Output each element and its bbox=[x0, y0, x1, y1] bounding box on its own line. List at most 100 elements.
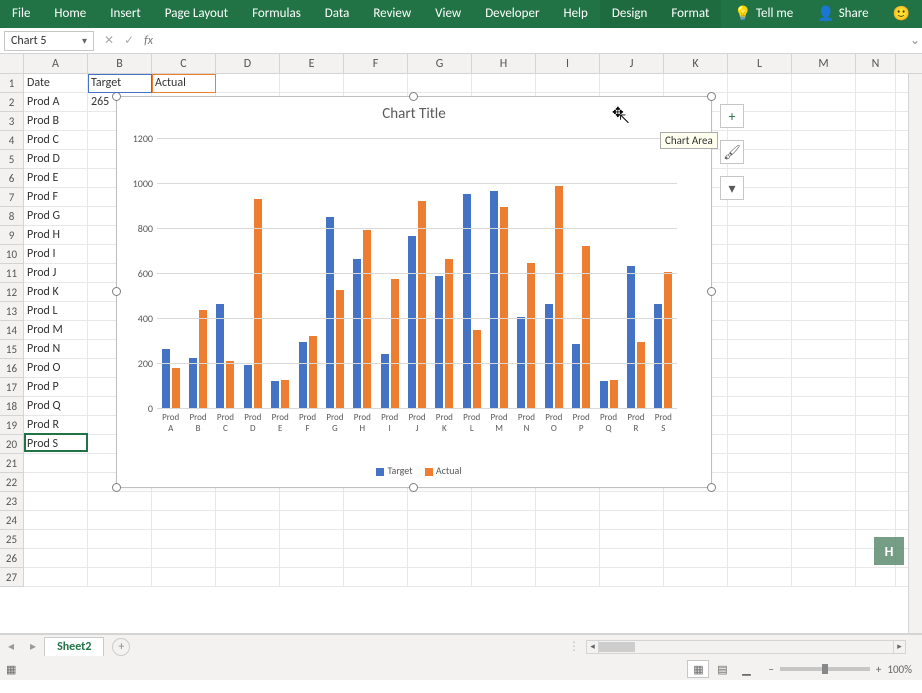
row-header[interactable]: 8 bbox=[0, 207, 24, 226]
ribbon-tab-page-layout[interactable]: Page Layout bbox=[153, 0, 240, 28]
cell[interactable] bbox=[856, 93, 896, 111]
column-header[interactable]: D bbox=[216, 54, 280, 73]
row-header[interactable]: 2 bbox=[0, 93, 24, 112]
cell[interactable] bbox=[408, 511, 472, 529]
cell[interactable] bbox=[856, 283, 896, 301]
cell[interactable] bbox=[792, 454, 856, 472]
ribbon-tab-insert[interactable]: Insert bbox=[98, 0, 153, 28]
row-header[interactable]: 27 bbox=[0, 568, 24, 587]
chart-filters-button[interactable]: ▾ bbox=[720, 176, 744, 200]
cell[interactable] bbox=[856, 112, 896, 130]
cell[interactable] bbox=[536, 511, 600, 529]
cell[interactable]: Prod A bbox=[24, 93, 88, 111]
cell[interactable] bbox=[792, 340, 856, 358]
chevron-down-icon[interactable]: ▾ bbox=[82, 34, 87, 47]
ribbon-tab-developer[interactable]: Developer bbox=[473, 0, 551, 28]
row-header[interactable]: 25 bbox=[0, 530, 24, 549]
chart-bar[interactable] bbox=[216, 304, 224, 409]
chart-bar[interactable] bbox=[254, 199, 262, 409]
cell[interactable] bbox=[792, 435, 856, 453]
chart-bar[interactable] bbox=[545, 304, 553, 409]
resize-handle[interactable] bbox=[409, 483, 418, 492]
chart-bar[interactable] bbox=[445, 259, 453, 409]
cell[interactable] bbox=[792, 93, 856, 111]
column-header[interactable]: F bbox=[344, 54, 408, 73]
cell[interactable] bbox=[408, 568, 472, 586]
cell[interactable] bbox=[728, 511, 792, 529]
cell[interactable] bbox=[24, 473, 88, 491]
row-header[interactable]: 3 bbox=[0, 112, 24, 131]
zoom-out-button[interactable]: − bbox=[768, 663, 773, 676]
chart-title[interactable]: Chart Title bbox=[117, 97, 711, 127]
cell[interactable] bbox=[728, 340, 792, 358]
cell[interactable]: Prod S bbox=[24, 435, 88, 453]
cell[interactable] bbox=[280, 568, 344, 586]
cell[interactable] bbox=[600, 492, 664, 510]
column-header[interactable]: I bbox=[536, 54, 600, 73]
horizontal-scrollbar[interactable]: ◂ ▸ bbox=[586, 640, 906, 654]
chart-bar[interactable] bbox=[162, 349, 170, 409]
cell[interactable] bbox=[856, 359, 896, 377]
cell[interactable] bbox=[472, 492, 536, 510]
column-header[interactable]: L bbox=[728, 54, 792, 73]
cell[interactable] bbox=[88, 511, 152, 529]
cell[interactable] bbox=[24, 568, 88, 586]
cell[interactable] bbox=[856, 340, 896, 358]
cell[interactable] bbox=[792, 473, 856, 491]
cell[interactable] bbox=[728, 549, 792, 567]
cell[interactable] bbox=[408, 492, 472, 510]
cell[interactable] bbox=[792, 359, 856, 377]
cell[interactable]: Prod E bbox=[24, 169, 88, 187]
cell[interactable]: Actual bbox=[152, 74, 216, 92]
chart-bar[interactable] bbox=[527, 263, 535, 409]
zoom-slider[interactable] bbox=[780, 667, 870, 671]
cell[interactable] bbox=[472, 74, 536, 92]
cell[interactable] bbox=[472, 568, 536, 586]
cell[interactable] bbox=[792, 492, 856, 510]
cell[interactable] bbox=[536, 568, 600, 586]
cell[interactable] bbox=[792, 150, 856, 168]
cell[interactable] bbox=[792, 549, 856, 567]
column-header[interactable]: C bbox=[152, 54, 216, 73]
ribbon-tab-home[interactable]: Home bbox=[42, 0, 98, 28]
cell[interactable]: Prod F bbox=[24, 188, 88, 206]
cell[interactable] bbox=[856, 416, 896, 434]
cell[interactable] bbox=[856, 378, 896, 396]
row-header[interactable]: 13 bbox=[0, 302, 24, 321]
row-header[interactable]: 21 bbox=[0, 454, 24, 473]
cell[interactable] bbox=[664, 74, 728, 92]
name-box[interactable]: Chart 5▾ bbox=[4, 31, 94, 51]
cell[interactable]: Prod M bbox=[24, 321, 88, 339]
resize-handle[interactable] bbox=[707, 92, 716, 101]
cell[interactable] bbox=[216, 492, 280, 510]
chart-bar[interactable] bbox=[463, 194, 471, 409]
row-header[interactable]: 9 bbox=[0, 226, 24, 245]
cell[interactable] bbox=[792, 302, 856, 320]
cell[interactable] bbox=[24, 492, 88, 510]
row-header[interactable]: 14 bbox=[0, 321, 24, 340]
cell[interactable] bbox=[856, 397, 896, 415]
resize-handle[interactable] bbox=[707, 483, 716, 492]
record-macro-icon[interactable]: ▦ bbox=[0, 663, 22, 676]
formula-bar-expand-icon[interactable]: ⌄ bbox=[908, 33, 922, 48]
chart-bar[interactable] bbox=[353, 259, 361, 409]
chart-bar[interactable] bbox=[408, 236, 416, 409]
cell[interactable] bbox=[856, 245, 896, 263]
cell[interactable] bbox=[88, 549, 152, 567]
chart-bar[interactable] bbox=[172, 368, 180, 409]
cell[interactable] bbox=[792, 112, 856, 130]
cell[interactable] bbox=[728, 283, 792, 301]
cell[interactable] bbox=[664, 530, 728, 548]
ribbon-tab-review[interactable]: Review bbox=[361, 0, 423, 28]
chart-bar[interactable] bbox=[363, 230, 371, 409]
chart-bar[interactable] bbox=[572, 344, 580, 409]
cell[interactable]: Prod J bbox=[24, 264, 88, 282]
cell[interactable] bbox=[792, 264, 856, 282]
resize-handle[interactable] bbox=[409, 92, 418, 101]
cell[interactable] bbox=[728, 473, 792, 491]
enter-icon[interactable]: ✓ bbox=[124, 33, 134, 48]
chart-bar[interactable] bbox=[473, 330, 481, 409]
chart-bar[interactable] bbox=[610, 380, 618, 409]
split-handle[interactable]: ⋮ bbox=[568, 639, 580, 654]
zoom-control[interactable]: − + 100% bbox=[768, 663, 912, 676]
